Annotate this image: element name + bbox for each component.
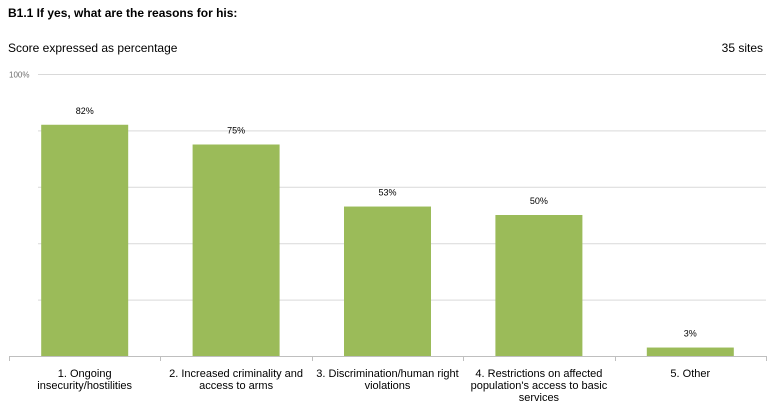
bar: [41, 124, 129, 356]
chart-title: B1.1 If yes, what are the reasons for hi…: [8, 6, 238, 20]
bar: [646, 347, 734, 356]
x-tick-label: 4. Restrictions on affected population's…: [470, 368, 608, 404]
x-tick-label: 3. Discrimination/human right violations: [316, 368, 459, 392]
data-label: 82%: [76, 106, 94, 116]
y-tick-label: 100%: [9, 71, 29, 80]
x-tick-label: 5. Other: [670, 368, 711, 380]
data-label: 50%: [530, 196, 548, 206]
x-tick-label: 1. Ongoing insecurity/hostilities: [37, 368, 133, 392]
bar: [192, 144, 280, 356]
bar: [495, 215, 583, 356]
x-tick-label: 2. Increased criminality and access to a…: [169, 368, 304, 392]
chart-subtitle: Score expressed as percentage: [8, 41, 178, 55]
data-label: 75%: [227, 126, 245, 136]
sites-count: 35 sites: [721, 41, 763, 55]
data-label: 3%: [684, 329, 697, 339]
bar: [344, 206, 431, 356]
data-label: 53%: [378, 188, 396, 198]
